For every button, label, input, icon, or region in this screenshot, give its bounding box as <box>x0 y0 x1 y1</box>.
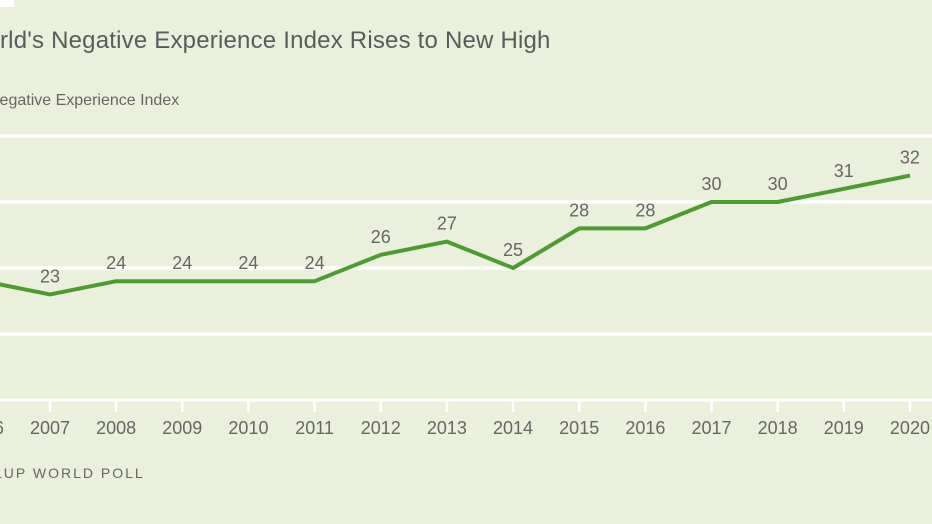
x-axis-label: 2013 <box>427 418 467 438</box>
data-label: 24 <box>172 253 192 273</box>
x-axis-label: 2017 <box>691 418 731 438</box>
data-label: 25 <box>503 240 523 260</box>
x-axis-label: 2009 <box>162 418 202 438</box>
data-label: 24 <box>305 253 325 273</box>
data-label: 24 <box>106 253 126 273</box>
data-label: 31 <box>834 161 854 181</box>
x-axis-label: 2014 <box>493 418 533 438</box>
data-label: 23 <box>40 266 60 286</box>
source-attribution: GALLUP WORLD POLL <box>0 465 145 481</box>
x-axis-label: 2008 <box>96 418 136 438</box>
x-axis-label: 2011 <box>295 418 334 438</box>
x-axis-label: 2020 <box>890 418 930 438</box>
x-axis-label: 2006 <box>0 418 4 438</box>
data-label: 32 <box>900 148 920 168</box>
x-axis-label: 2007 <box>30 418 70 438</box>
chart-subtitle: Negative Experience Index <box>0 92 180 109</box>
data-label: 26 <box>371 227 391 247</box>
x-axis-label: 2016 <box>625 418 665 438</box>
cropped-corner-artifact <box>0 0 14 7</box>
x-axis-label: 2010 <box>228 418 268 438</box>
data-label: 27 <box>437 214 457 234</box>
x-axis-label: 2019 <box>824 418 864 438</box>
x-axis-label: 2012 <box>361 418 401 438</box>
chart-title: World's Negative Experience Index Rises … <box>0 27 551 54</box>
x-axis-label: 2015 <box>559 418 599 438</box>
trend-line <box>0 173 911 297</box>
data-label: 30 <box>768 174 788 194</box>
data-label: 28 <box>569 200 589 220</box>
x-axis-label: 2018 <box>758 418 798 438</box>
data-label: 28 <box>635 200 655 220</box>
data-label: 24 <box>238 253 258 273</box>
data-label: 30 <box>701 174 721 194</box>
